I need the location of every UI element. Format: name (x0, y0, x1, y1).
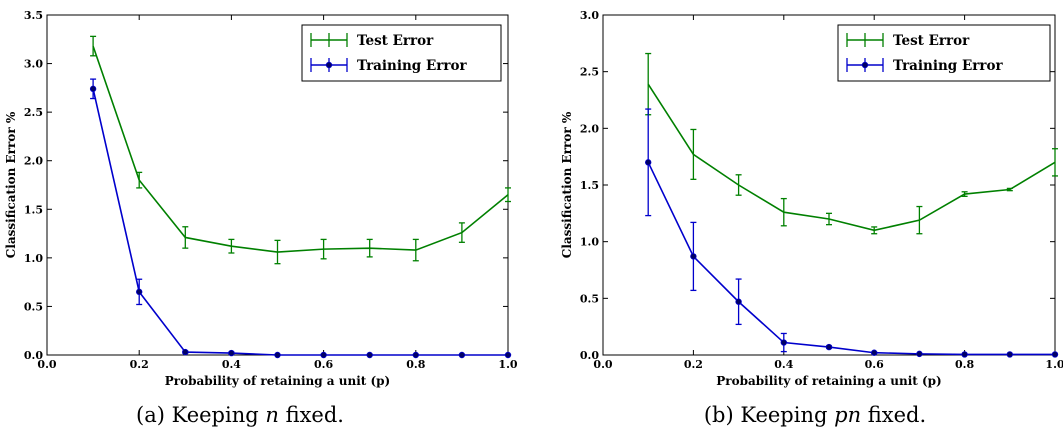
caption-a-var: n (265, 403, 279, 427)
chart-panel-a: 0.0 0.2 0.4 0.6 0.8 1.0 0.0 0.5 1.0 1.5 2.0 2.5 3.0 3… (4, 9, 518, 388)
caption-b-suffix: fixed. (861, 403, 926, 427)
y-tick-label: 1.0 (24, 252, 43, 265)
training-error-point (825, 343, 833, 351)
training-error-point (228, 349, 235, 357)
x-tick-label: 0.4 (222, 358, 241, 371)
training-error-point (780, 339, 787, 346)
y-tick-label: 0.0 (580, 349, 599, 362)
legend-box (301, 24, 502, 82)
training-error-point (135, 288, 143, 296)
training-error-point (735, 298, 742, 305)
legend-training-error-label: Training Error (357, 58, 467, 74)
test-error-line (647, 83, 1056, 232)
y-tick-label: 3.0 (24, 58, 43, 71)
training-error-point (1006, 351, 1013, 358)
x-tick-label: 0.0 (37, 358, 56, 371)
y-tick-label: 0.5 (24, 300, 43, 313)
caption-a: (a) Keeping n fixed. (136, 403, 344, 427)
chart-panel-b: 0.0 0.2 0.4 0.6 0.8 1.0 0.0 0.5 1.0 1.5 2.0 2.5 3.0 P… (560, 9, 1063, 388)
x-tick-label: 0.0 (593, 358, 612, 371)
legend-test-error-label: Test Error (893, 33, 970, 49)
training-error-point (871, 349, 878, 356)
caption-b-prefix: (b) Keeping (704, 403, 834, 427)
training-error-point (274, 351, 281, 359)
x-tick-label: 1.0 (498, 358, 517, 371)
training-error-point (504, 351, 512, 359)
training-error-line (647, 161, 1055, 356)
training-error-point (645, 159, 652, 166)
y-tick-label: 2.5 (580, 66, 599, 79)
y-tick-label: 2.0 (24, 155, 43, 168)
x-tick-label: 0.8 (955, 358, 974, 371)
y-tick-label: 0.0 (24, 349, 43, 362)
training-error-point (458, 351, 466, 359)
x-tick-label: 0.6 (865, 358, 884, 371)
training-error-point (961, 351, 968, 358)
caption-a-suffix: fixed. (279, 403, 344, 427)
y-tick-label: 1.5 (580, 179, 599, 192)
training-error-point (412, 351, 419, 359)
test-error-line (92, 45, 509, 253)
y-axis-label: Classification Error % (560, 111, 574, 258)
x-tick-label: 0.6 (314, 358, 333, 371)
training-error-point (89, 85, 97, 93)
caption-b-var: pn (834, 403, 861, 427)
x-tick-label: 1.0 (1045, 358, 1063, 371)
x-axis-label: Probability of retaining a unit (p) (165, 374, 390, 388)
y-tick-label: 1.0 (580, 236, 599, 249)
training-error-point (1051, 351, 1059, 358)
x-axis-label: Probability of retaining a unit (p) (716, 374, 941, 388)
training-error-point (366, 351, 373, 359)
y-tick-label: 2.5 (24, 106, 43, 119)
legend-box (837, 24, 1051, 82)
y-axis-label: Classification Error % (4, 111, 18, 258)
training-error-point (320, 351, 327, 359)
y-tick-label: 3.0 (580, 9, 599, 22)
legend-test-error-label: Test Error (357, 33, 434, 49)
legend-training-error-marker (325, 61, 333, 69)
caption-b: (b) Keeping pn fixed. (704, 403, 926, 427)
training-error-point (916, 350, 923, 358)
legend-training-error-marker (861, 61, 869, 69)
training-error-point (690, 253, 697, 260)
x-tick-label: 0.2 (684, 358, 703, 371)
y-tick-label: 1.5 (24, 203, 43, 216)
training-error-point (182, 348, 189, 356)
x-tick-label: 0.4 (774, 358, 793, 371)
legend-training-error-label: Training Error (893, 58, 1003, 74)
x-tick-label: 0.2 (130, 358, 149, 371)
y-tick-label: 0.5 (580, 292, 599, 305)
y-tick-label: 2.0 (580, 122, 599, 135)
y-tick-label: 3.5 (24, 9, 43, 22)
training-error-line (92, 88, 508, 356)
x-tick-label: 0.8 (406, 358, 425, 371)
caption-a-prefix: (a) Keeping (136, 403, 265, 427)
